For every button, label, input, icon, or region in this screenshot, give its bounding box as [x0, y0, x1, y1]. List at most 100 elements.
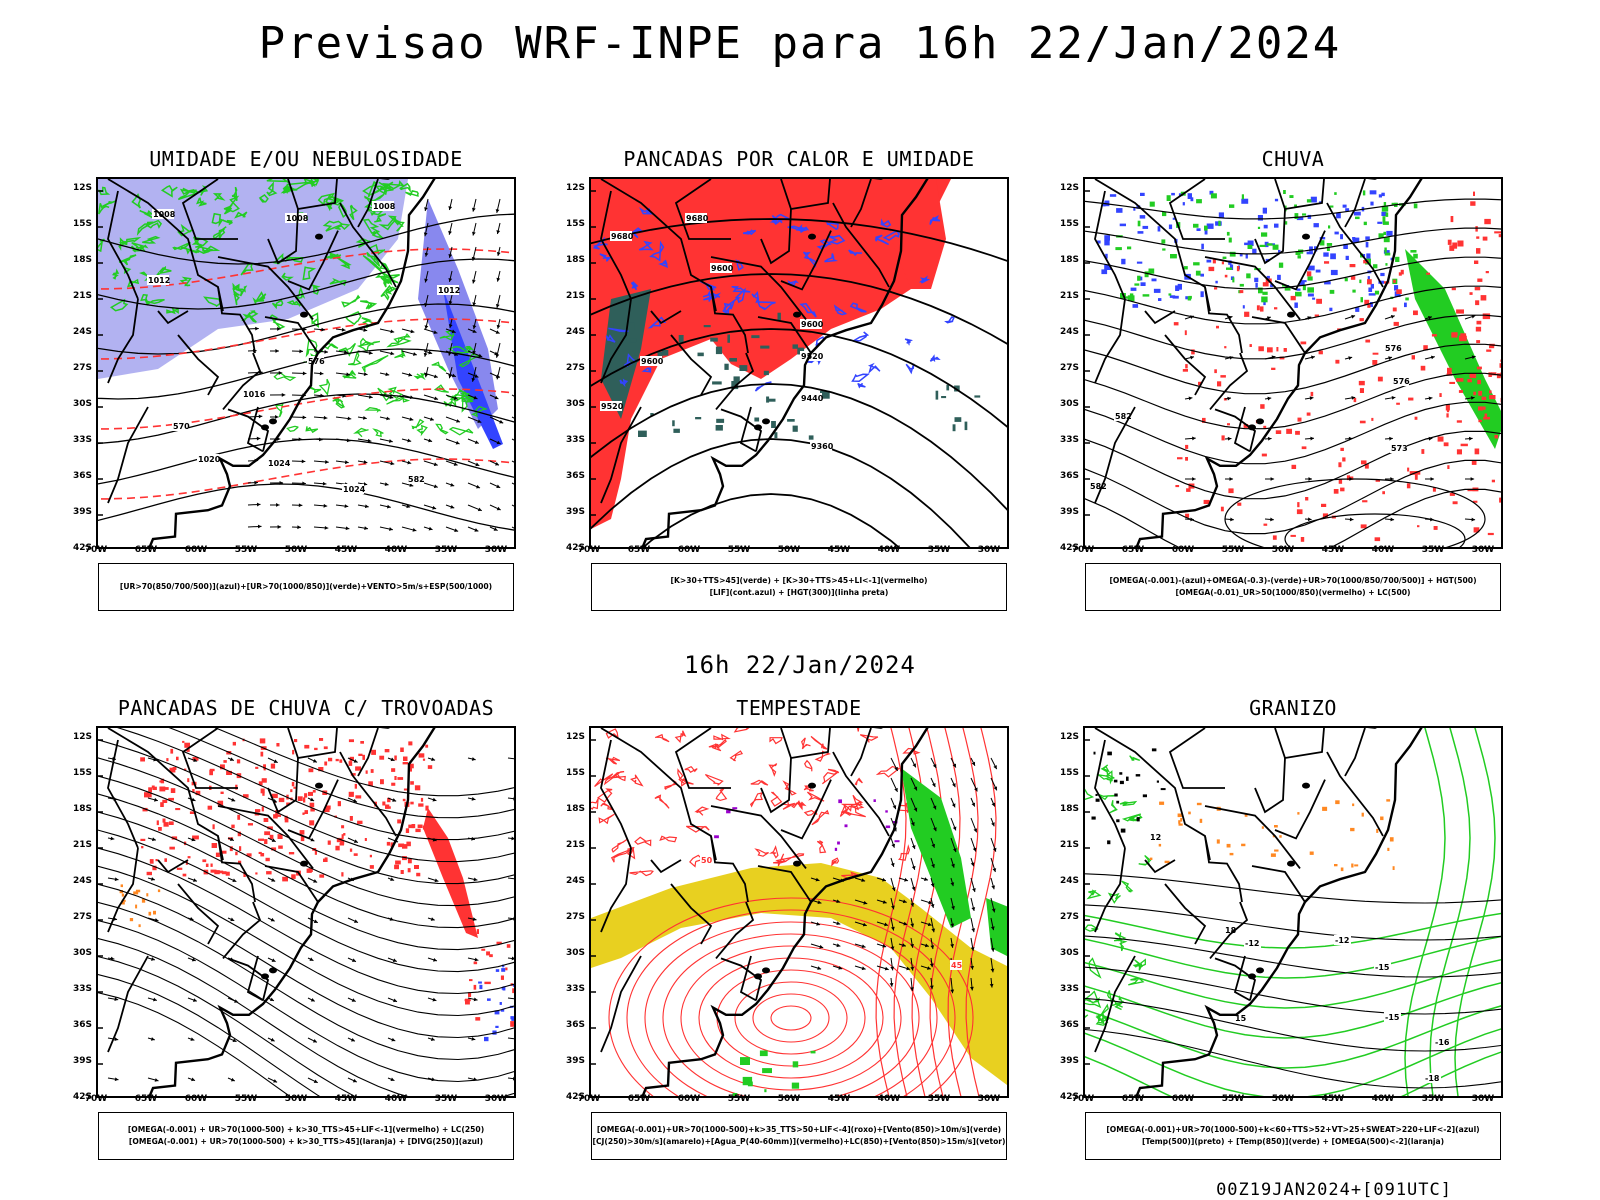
panel-title-tempestade: TEMPESTADE: [736, 696, 862, 720]
lat-tick-label: 42S: [565, 543, 585, 553]
lon-tick-label: 60W: [1171, 545, 1195, 555]
omega-rain-red-fill: [1208, 266, 1215, 272]
thunderstorm-red-fill: [350, 773, 356, 776]
omega-rain-blue-fill: [1157, 226, 1161, 232]
thunderstorm-red-fill: [355, 766, 361, 771]
omega-rain-green-fill: [1226, 231, 1230, 236]
instability-green-fill: [710, 337, 718, 342]
lake-shape: [808, 233, 816, 240]
arrow-head: [191, 837, 196, 842]
contour-label: 9520: [801, 352, 824, 361]
omega-rain-red-fill: [1261, 453, 1267, 457]
low-level-humidity-contour: [232, 289, 240, 306]
streamline-arrow: [1264, 396, 1272, 401]
arrow-head: [512, 1076, 514, 1081]
omega-rain-blue-fill: [1306, 251, 1313, 255]
arrow-head: [950, 923, 955, 928]
instability-green-fill: [766, 396, 770, 403]
arrow-head: [1471, 517, 1476, 522]
contour-label-bg: [610, 231, 632, 241]
arrow-head: [971, 802, 976, 807]
arrow-shaft: [511, 438, 514, 441]
streamline-arrow: [307, 917, 319, 924]
precipitable-water-contour: [704, 773, 724, 786]
arrow-head: [256, 502, 261, 507]
low-level-humidity-contour: [431, 361, 447, 372]
severe-storm-purple-fill: [894, 840, 900, 843]
temp-500-contour-fragment: [1095, 793, 1098, 796]
low-level-humidity-contour: [158, 265, 172, 275]
omega-rain-green-fill: [1355, 216, 1360, 220]
omega-rain-blue-fill: [1366, 253, 1371, 259]
arrow-head: [1190, 517, 1194, 522]
thunderstorm-red-fill: [231, 824, 235, 829]
arrow-head: [363, 328, 368, 332]
omega-rain-green-fill: [1247, 244, 1253, 249]
omega-rain-green-fill: [1413, 203, 1418, 209]
omega-rain-green-fill: [1272, 244, 1279, 250]
arrow-head: [991, 885, 996, 890]
arrow-head: [312, 1039, 317, 1043]
instability-green-fill: [638, 430, 647, 437]
geopotential-500-contour: [1085, 256, 1501, 290]
instability-green-fill: [763, 370, 769, 376]
arrow-head: [904, 877, 909, 882]
streamline-arrow: [347, 757, 358, 763]
wind-vector: [379, 394, 394, 400]
lon-tick-label: 35W: [434, 545, 458, 555]
omega-rain-blue-fill: [1171, 192, 1175, 196]
lat-tick-label: 15S: [72, 219, 92, 229]
low-level-humidity-contour: [145, 219, 163, 229]
contour-label: 12: [1150, 833, 1161, 842]
omega-rain-green-fill: [1363, 221, 1367, 226]
thickness-contour: [98, 318, 514, 360]
omega-rain-red-fill: [1480, 295, 1487, 301]
omega-rain-blue-fill: [1190, 197, 1194, 202]
lake-shape: [808, 782, 816, 789]
thunderstorm-red-fill: [348, 761, 353, 766]
arrow-head: [1271, 355, 1276, 360]
omega-rain-red-fill: [1456, 449, 1462, 455]
low-level-humidity-contour: [386, 395, 411, 405]
omega-rain-green-fill: [1319, 240, 1325, 246]
arrow-head: [494, 395, 499, 400]
omega-rain-red-fill: [1476, 320, 1482, 325]
omega-rain-blue-fill: [1169, 295, 1176, 298]
arrow-shaft: [511, 350, 514, 353]
arrow-head: [910, 923, 915, 928]
precipitable-water-contour: [841, 805, 866, 818]
streamline-arrow: [187, 757, 198, 762]
streamline-arrow: [427, 917, 435, 921]
border-line: [287, 728, 338, 760]
wind-vector: [467, 416, 482, 423]
omega-rain-blue-fill: [1239, 254, 1243, 257]
wind-850-vector: [970, 837, 977, 852]
omega-rain-red-fill: [1279, 356, 1285, 360]
lifted-index-contour: [833, 304, 848, 316]
precipitable-water-contour: [708, 738, 727, 749]
omega-rain-red-fill: [1471, 460, 1477, 465]
omega-rain-blue-fill: [1153, 288, 1161, 293]
arrow-shaft: [507, 917, 514, 920]
omega-rain-green-fill: [1329, 205, 1334, 208]
omega-rain-green-fill: [1307, 287, 1314, 293]
omega-rain-green-fill: [1297, 255, 1301, 259]
low-level-humidity-contour: [362, 254, 386, 276]
arrow-shaft: [511, 460, 514, 463]
contour-label-bg: [1434, 1037, 1451, 1047]
thunderstorm-red-fill: [262, 791, 265, 796]
border-line: [1144, 859, 1176, 874]
arrow-head: [913, 786, 918, 791]
thunderstorm-red-fill: [354, 783, 357, 789]
streamline-arrow: [187, 1077, 196, 1082]
lifted-index-contour: [735, 259, 744, 271]
contour-label: 1012: [438, 286, 460, 295]
lon-tick-label: 55W: [1221, 1094, 1245, 1104]
wind-850-vector: [950, 877, 955, 887]
streamline: [98, 974, 320, 1096]
instability-green-fill: [712, 381, 722, 385]
temp-500-contour: [1085, 935, 1501, 978]
wind-vector: [401, 350, 417, 356]
omega-rain-red-fill: [1359, 420, 1366, 424]
